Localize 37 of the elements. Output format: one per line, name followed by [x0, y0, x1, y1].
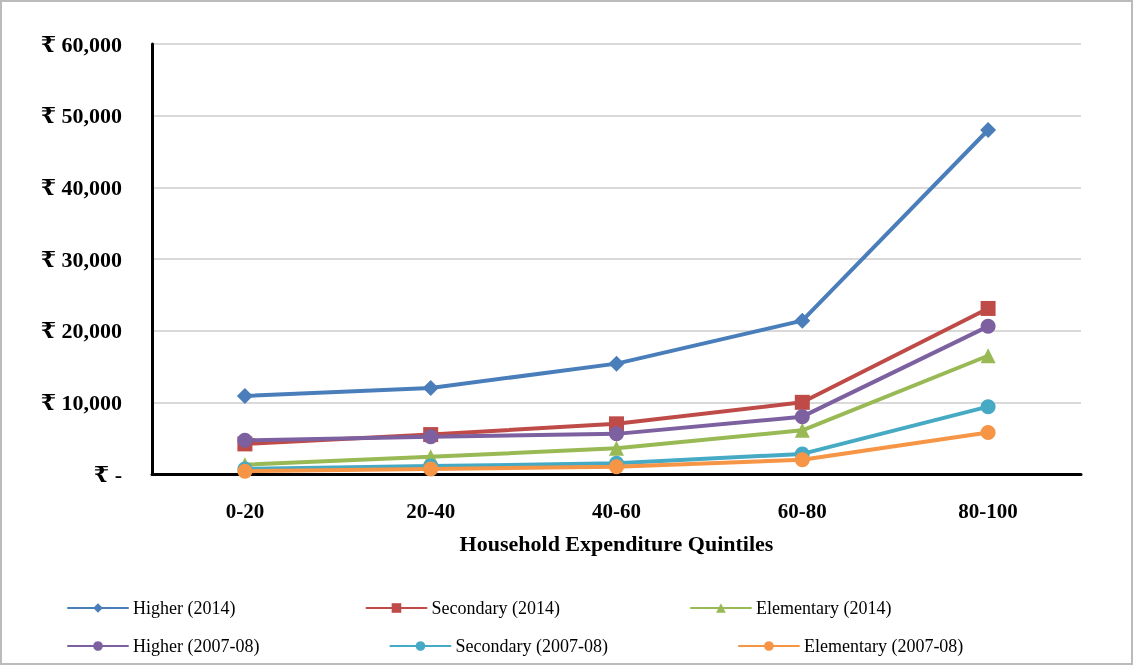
- point: [980, 424, 996, 440]
- point: [609, 459, 624, 475]
- y-tick-label: ₹ -: [93, 461, 122, 487]
- x-tick-label: 20-40: [406, 498, 456, 523]
- point: [794, 394, 810, 410]
- point: [794, 312, 811, 329]
- x-tick-label: 60-80: [777, 498, 827, 523]
- point: [794, 452, 810, 468]
- point: [236, 387, 253, 404]
- y-tick-label: ₹ 30,000: [40, 246, 122, 272]
- point: [980, 348, 996, 364]
- point: [237, 432, 253, 448]
- y-tick-label: ₹ 60,000: [40, 31, 122, 57]
- point: [609, 440, 624, 456]
- point: [980, 122, 997, 138]
- point: [608, 355, 625, 372]
- point: [794, 409, 810, 425]
- legend-label: Secondary (2007-08): [455, 636, 608, 657]
- x-tick-label: 40-60: [592, 498, 641, 523]
- point: [980, 399, 996, 415]
- y-tick-label: ₹ 10,000: [40, 389, 122, 415]
- y-tick-label: ₹ 50,000: [40, 103, 122, 129]
- point: [422, 380, 439, 396]
- x-axis-title: Household Expenditure Quintiles: [459, 530, 774, 556]
- legend-label: Higher (2007-08): [133, 636, 260, 657]
- legend-label: Elementary (2007-08): [803, 636, 964, 657]
- legend-label: Elementary (2014): [755, 598, 892, 619]
- point: [609, 426, 624, 442]
- legend-label: Higher (2014): [133, 598, 236, 619]
- y-tick-label: ₹ 40,000: [40, 174, 122, 200]
- x-tick-label: 80-100: [958, 498, 1018, 523]
- y-tick-label: ₹ 20,000: [40, 318, 122, 344]
- legend-label: Secondary (2014): [431, 598, 560, 619]
- x-tick-label: 0-20: [225, 498, 265, 523]
- point: [980, 318, 996, 334]
- point: [794, 422, 810, 438]
- point: [980, 300, 996, 316]
